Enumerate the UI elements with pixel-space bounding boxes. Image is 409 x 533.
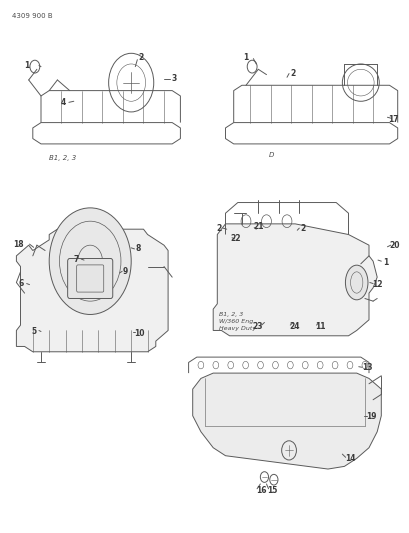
Text: 8: 8 [135,245,141,253]
Text: 24: 24 [288,322,299,330]
Text: 7: 7 [73,255,79,264]
Text: B1, 2, 3
W/360 Eng.
Heavy Duty: B1, 2, 3 W/360 Eng. Heavy Duty [219,312,256,331]
Polygon shape [16,229,168,352]
Text: 4: 4 [61,98,66,107]
Text: 15: 15 [267,486,277,495]
Text: 6: 6 [19,279,24,288]
Text: 20: 20 [389,241,399,249]
Text: 19: 19 [365,413,375,421]
Text: 2: 2 [290,69,295,77]
Text: 21: 21 [252,222,263,231]
Text: 1: 1 [243,53,248,61]
Text: 23: 23 [252,322,262,330]
Text: 3: 3 [171,74,176,83]
Text: 18: 18 [13,240,24,248]
Text: 2: 2 [300,224,305,232]
Text: 22: 22 [230,234,240,243]
Text: 10: 10 [134,329,144,337]
Text: 13: 13 [361,364,371,372]
Text: 14: 14 [344,454,355,463]
Text: 1: 1 [382,258,387,266]
Polygon shape [192,373,380,469]
Text: D: D [268,152,273,158]
Text: 4309 900 B: 4309 900 B [12,13,53,19]
Circle shape [49,208,131,314]
Text: 2: 2 [216,224,220,232]
Text: 12: 12 [371,280,382,288]
Text: 5: 5 [31,327,36,336]
Polygon shape [213,224,376,336]
Text: 16: 16 [255,486,266,495]
Text: B1, 2, 3: B1, 2, 3 [49,155,76,160]
Ellipse shape [344,265,367,300]
FancyBboxPatch shape [67,259,112,298]
Text: 1: 1 [24,61,29,70]
Text: 2: 2 [139,53,144,62]
Text: 9: 9 [122,268,127,276]
Text: 11: 11 [315,322,325,330]
Text: 17: 17 [387,116,398,124]
